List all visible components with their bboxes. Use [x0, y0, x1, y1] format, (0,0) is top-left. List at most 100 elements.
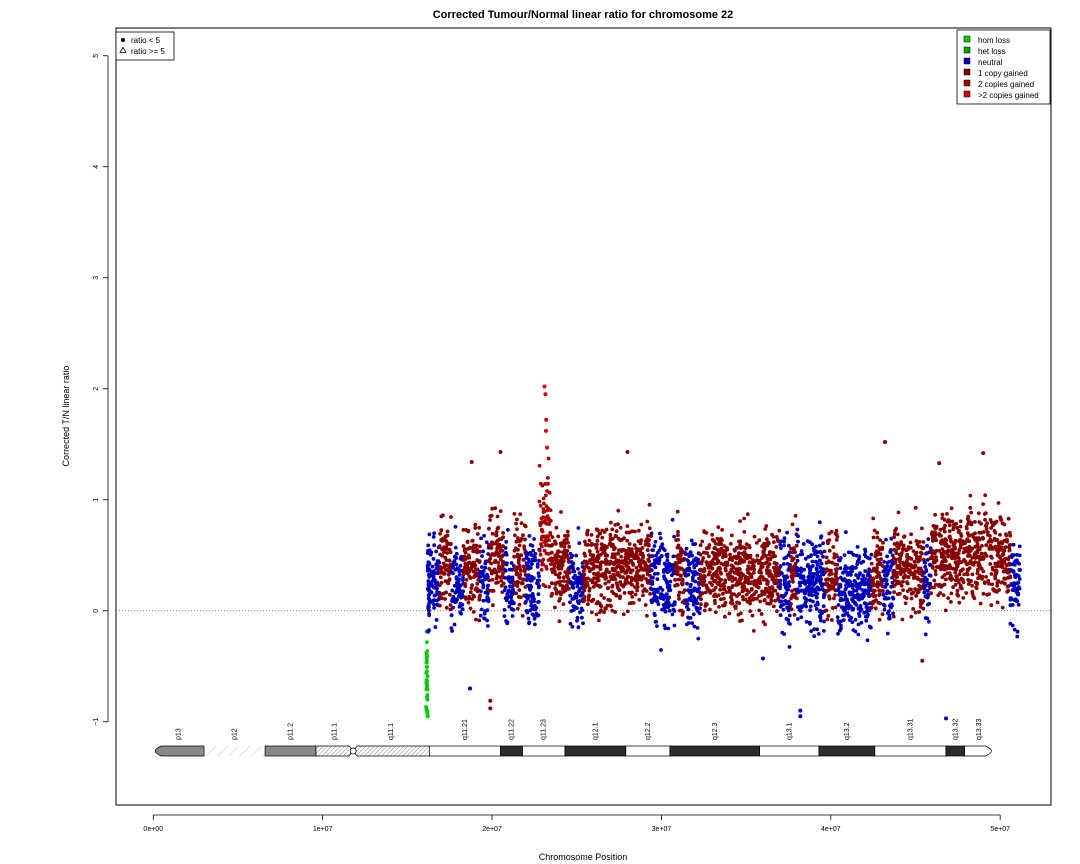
data-point: [426, 606, 431, 611]
data-point: [867, 567, 871, 572]
data-point: [943, 577, 948, 582]
data-point: [645, 548, 650, 553]
data-point: [448, 550, 453, 555]
data-point: [491, 552, 496, 557]
data-point: [902, 534, 907, 539]
data-point: [939, 554, 944, 559]
data-point: [594, 564, 599, 569]
data-point: [887, 609, 891, 613]
data-point: [751, 629, 756, 633]
data-point: [677, 590, 682, 595]
data-point: [582, 551, 587, 556]
data-point: [885, 554, 889, 559]
data-point: [650, 598, 654, 603]
data-point: [875, 553, 879, 557]
data-point: [913, 563, 918, 568]
data-point: [454, 562, 459, 567]
data-point: [784, 591, 789, 595]
data-point: [1002, 548, 1007, 553]
data-point: [471, 610, 476, 614]
data-point: [745, 512, 750, 517]
data-point: [712, 579, 716, 584]
data-point: [503, 585, 508, 589]
data-point: [496, 525, 501, 530]
data-point: [883, 595, 888, 600]
data-point: [803, 601, 808, 606]
data-point: [757, 561, 761, 566]
data-point: [699, 602, 703, 607]
data-point: [450, 588, 455, 593]
data-point: [621, 575, 625, 579]
data-point: [954, 521, 959, 526]
data-point: [924, 551, 928, 556]
data-point: [479, 536, 483, 541]
data-point: [576, 601, 581, 606]
data-point: [804, 604, 808, 609]
data-point: [799, 615, 804, 620]
data-point: [475, 547, 479, 552]
data-point: [934, 555, 938, 560]
data-point: [605, 553, 610, 558]
data-point: [728, 600, 733, 605]
data-point: [808, 622, 812, 626]
data-point: [1010, 623, 1015, 628]
data-point: [921, 606, 926, 611]
data-point: [979, 576, 984, 581]
data-point: [575, 584, 580, 589]
data-point: [734, 561, 738, 565]
plot-frame: [115, 27, 1052, 806]
outlier-point: [542, 384, 547, 389]
data-point: [593, 558, 598, 563]
data-point: [723, 552, 728, 557]
data-point: [632, 585, 637, 589]
data-point: [453, 590, 458, 595]
data-point: [533, 551, 538, 556]
data-point: [955, 588, 960, 593]
data-point: [819, 561, 824, 566]
data-point: [702, 529, 706, 533]
data-point: [461, 558, 466, 562]
data-point: [920, 551, 924, 556]
data-point: [541, 496, 546, 501]
data-point: [720, 528, 724, 532]
data-point: [548, 530, 553, 535]
data-point: [594, 612, 599, 617]
outlier-point: [981, 451, 986, 456]
data-point: [1011, 583, 1016, 588]
data-point: [467, 596, 471, 601]
data-point: [712, 594, 716, 598]
data-point: [659, 592, 663, 597]
data-point: [942, 529, 947, 534]
data-point: [540, 527, 544, 532]
data-point: [470, 539, 475, 543]
data-point: [831, 545, 836, 549]
data-point: [857, 586, 862, 590]
data-point: [533, 555, 537, 560]
data-point: [481, 598, 486, 603]
data-point: [954, 566, 959, 571]
data-point: [822, 549, 827, 554]
data-point: [781, 607, 786, 612]
data-point: [586, 602, 590, 607]
data-point: [462, 554, 467, 559]
data-point: [474, 543, 479, 548]
data-point: [485, 608, 490, 613]
data-point: [653, 539, 658, 544]
data-point: [871, 535, 876, 540]
data-point: [688, 616, 693, 620]
y-tick-label: 4: [93, 165, 100, 169]
data-point: [432, 606, 436, 610]
data-point: [569, 555, 574, 560]
data-point: [671, 607, 676, 612]
data-point: [563, 541, 567, 546]
data-point: [680, 577, 685, 582]
data-point: [892, 590, 896, 594]
data-point: [993, 574, 997, 579]
data-point: [878, 538, 882, 542]
data-point: [485, 618, 489, 623]
data-point: [525, 574, 530, 579]
data-point: [473, 522, 478, 527]
data-point: [727, 586, 732, 591]
data-point: [927, 619, 931, 624]
data-point: [583, 542, 588, 547]
